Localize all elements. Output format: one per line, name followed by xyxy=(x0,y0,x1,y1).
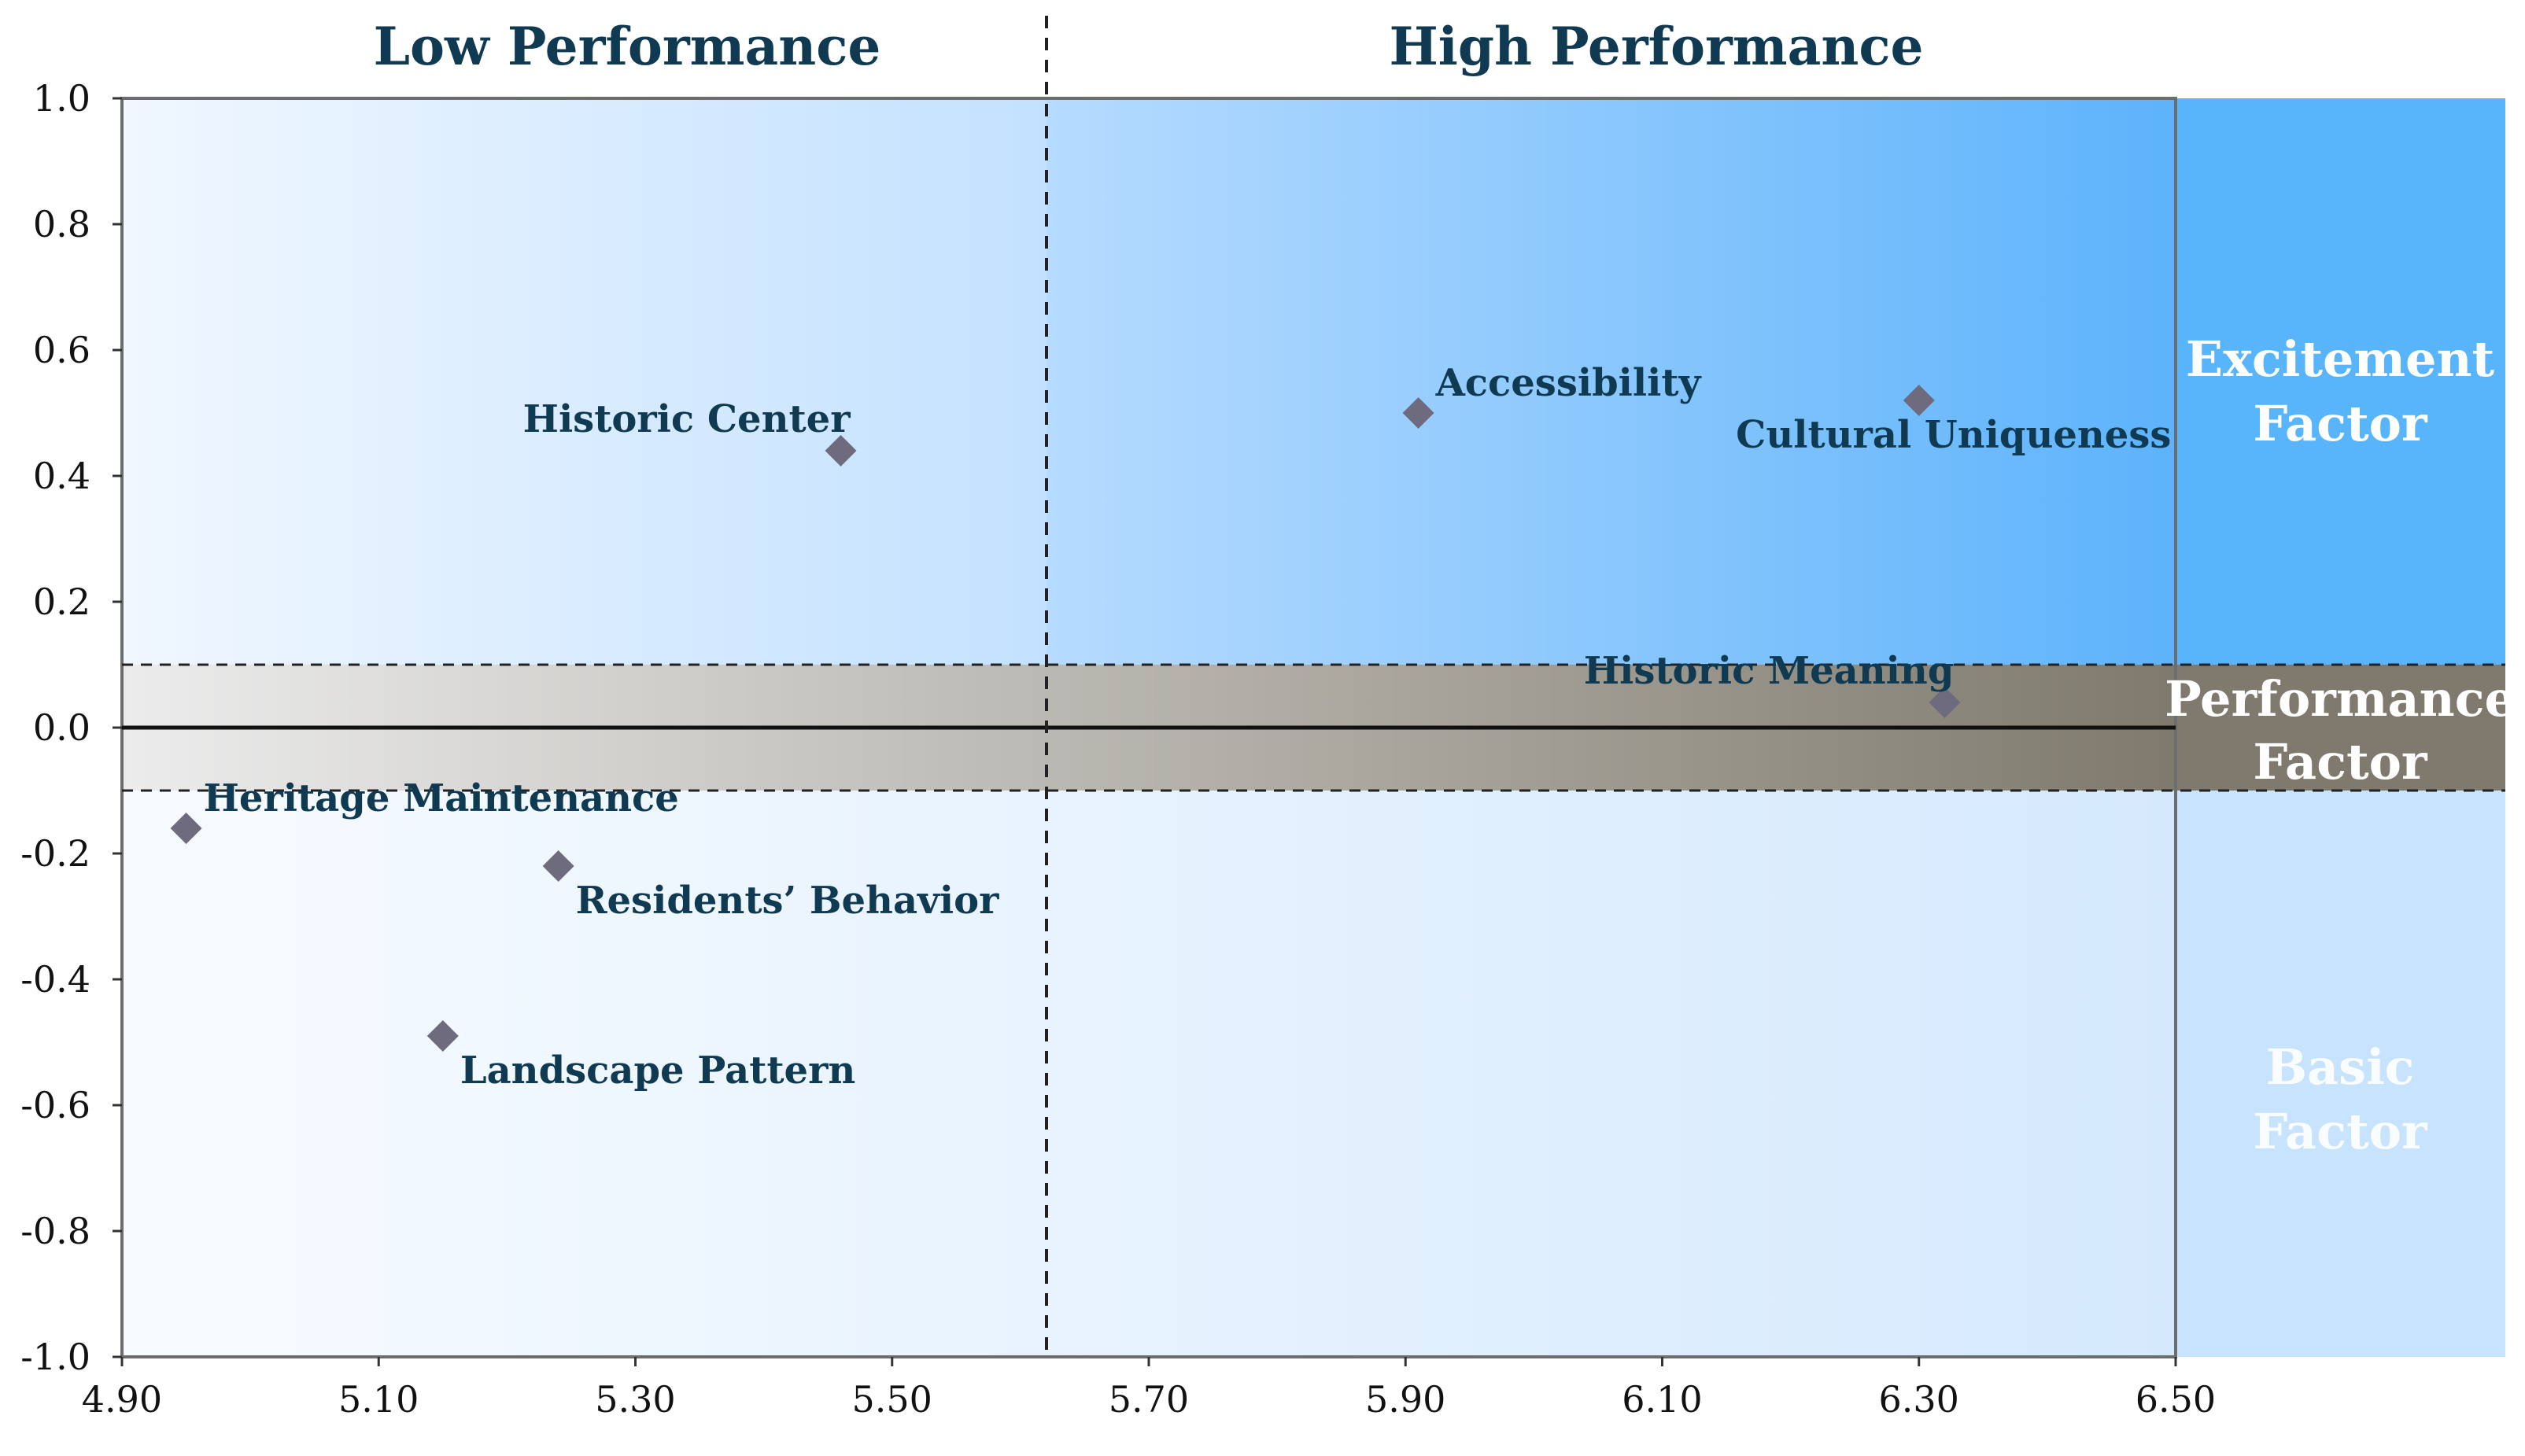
point-marker xyxy=(426,1020,459,1052)
y-tick-label: 0.0 xyxy=(33,706,90,749)
header-high-performance: High Performance xyxy=(1389,16,1923,77)
zone-label-basic-2: Factor xyxy=(2253,1103,2428,1160)
data-points: Historic Center Accessibility Cultural Uni… xyxy=(170,361,2171,1093)
zone-label-performance-2: Factor xyxy=(2253,733,2428,791)
y-tick-label: 0.8 xyxy=(33,203,90,245)
point-label: Heritage Maintenance xyxy=(204,776,679,820)
point-label: Historic Center xyxy=(523,397,851,441)
zone-label-excitement-2: Factor xyxy=(2253,395,2428,452)
x-tick-label: 6.50 xyxy=(2136,1378,2216,1421)
x-tick-label: 6.10 xyxy=(1622,1378,1702,1421)
lower-region xyxy=(122,791,2176,1357)
zone-label-excitement-1: Excitement xyxy=(2186,330,2495,388)
y-tick-label: -0.8 xyxy=(20,1210,90,1252)
axis-ticks: 4.90 5.10 5.30 5.50 5.70 5.90 6.10 6.30 6.50 1.0 0… xyxy=(20,77,2216,1421)
header-low-performance: Low Performance xyxy=(374,16,881,77)
y-tick-label: 1.0 xyxy=(33,77,90,120)
upper-right-region xyxy=(1047,98,2176,665)
basic-zone xyxy=(2176,791,2505,1357)
x-tick-label: 5.90 xyxy=(1365,1378,1445,1421)
point-label: Accessibility xyxy=(1435,361,1703,405)
y-tick-label: -0.6 xyxy=(20,1084,90,1126)
point-label: Residents’ Behavior xyxy=(576,879,1000,923)
excitement-zone xyxy=(2176,98,2505,665)
y-tick-label: 0.2 xyxy=(33,581,90,623)
x-tick-label: 5.10 xyxy=(338,1378,419,1421)
x-tick-label: 5.50 xyxy=(852,1378,932,1421)
point-marker xyxy=(825,435,857,466)
x-tick-label: 5.70 xyxy=(1109,1378,1189,1421)
x-tick-label: 4.90 xyxy=(82,1378,162,1421)
x-tick-label: 5.30 xyxy=(595,1378,675,1421)
point-marker xyxy=(170,813,202,844)
upper-left-region xyxy=(122,98,1047,665)
point-marker xyxy=(1903,385,1935,416)
zone-label-performance-1: Performance xyxy=(2165,670,2516,728)
point-marker xyxy=(1402,397,1434,429)
zone-label-basic-1: Basic xyxy=(2266,1038,2415,1096)
point-label: Cultural Uniqueness xyxy=(1736,413,2171,457)
x-tick-label: 6.30 xyxy=(1879,1378,1959,1421)
y-tick-label: 0.4 xyxy=(33,455,90,497)
point-marker xyxy=(542,850,574,882)
performance-zone xyxy=(2176,665,2505,791)
y-tick-label: -0.2 xyxy=(20,832,90,875)
point-marker xyxy=(1929,687,1961,718)
y-tick-label: -0.4 xyxy=(20,958,90,1001)
y-tick-label: -1.0 xyxy=(20,1336,90,1378)
point-label: Historic Meaning xyxy=(1584,649,1955,693)
y-tick-label: 0.6 xyxy=(33,329,90,371)
point-label: Landscape Pattern xyxy=(460,1049,855,1093)
